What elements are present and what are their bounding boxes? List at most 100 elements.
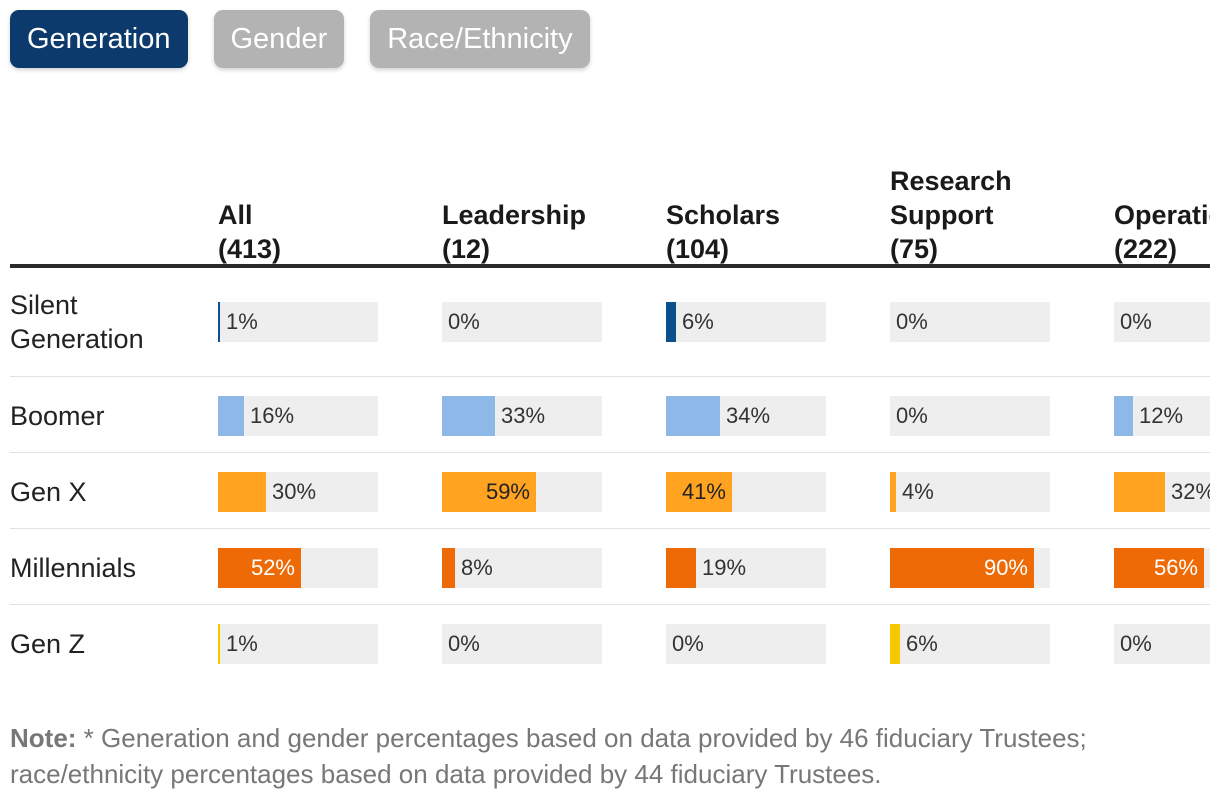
tab-generation[interactable]: Generation xyxy=(10,10,188,68)
column-header-name: All xyxy=(218,200,253,230)
row-label-silent-generation: Silent Generation xyxy=(10,290,144,354)
column-header-count: (413) xyxy=(218,234,282,264)
data-label: 32% xyxy=(1171,479,1210,504)
bar-track: 12% xyxy=(1114,396,1210,436)
bar-track: 0% xyxy=(890,396,1050,436)
row-label-millennials: Millennials xyxy=(10,553,137,583)
bar-boomer-all xyxy=(218,396,244,436)
column-header-name: Research Support xyxy=(890,166,1012,230)
data-label: 0% xyxy=(1120,631,1152,656)
column-header-name: Scholars xyxy=(666,200,781,230)
data-label: 0% xyxy=(896,403,928,428)
tab-gender[interactable]: Gender xyxy=(213,10,345,68)
data-label: 30% xyxy=(272,479,317,504)
bar-track: 16% xyxy=(218,396,378,436)
bar-silent-generation-all xyxy=(218,302,220,342)
data-label: 0% xyxy=(896,309,928,334)
row-label-gen-z: Gen Z xyxy=(10,629,86,659)
row-divider xyxy=(10,604,1210,605)
bar-gen-x-operations xyxy=(1114,472,1165,512)
data-label: 33% xyxy=(501,403,546,428)
row-label-gen-x: Gen X xyxy=(10,477,87,507)
data-label: 0% xyxy=(1120,309,1152,334)
bar-millennials-scholars xyxy=(666,548,696,588)
tab-race-ethnicity[interactable]: Race/Ethnicity xyxy=(370,10,590,68)
row-divider xyxy=(10,452,1210,453)
column-header-count: (104) xyxy=(666,234,730,264)
footnote: Note: * Generation and gender percentage… xyxy=(10,720,1210,792)
row-divider xyxy=(10,376,1210,377)
bar-millennials-leadership xyxy=(442,548,455,588)
bar-boomer-operations xyxy=(1114,396,1133,436)
bar-track: 1% xyxy=(218,624,378,664)
row-divider xyxy=(10,528,1210,529)
note-text: * Generation and gender percentages base… xyxy=(10,723,1087,789)
bar-track: 90% xyxy=(890,548,1050,588)
bar-gen-x-leadership xyxy=(442,472,536,512)
bar-track: 4% xyxy=(890,472,1050,512)
column-header-leadership: Leadership (12) xyxy=(442,198,662,266)
data-label: 0% xyxy=(448,631,480,656)
data-label: 0% xyxy=(672,631,704,656)
bar-track: 41% xyxy=(666,472,826,512)
generation-table: All (413) Leadership (12) Scholars (104) Resea… xyxy=(10,120,1210,680)
data-label: 34% xyxy=(726,403,771,428)
bar-gen-x-scholars xyxy=(666,472,732,512)
bar-boomer-leadership xyxy=(442,396,495,436)
bar-millennials-all xyxy=(218,548,301,588)
column-header-research-support: Research Support (75) xyxy=(890,164,1110,266)
data-label: 59% xyxy=(485,479,530,504)
bar-track: 19% xyxy=(666,548,826,588)
bar-track: 6% xyxy=(890,624,1050,664)
column-header-count: (75) xyxy=(890,234,939,264)
data-label: 6% xyxy=(906,631,938,656)
data-label: 1% xyxy=(226,631,258,656)
data-label: 12% xyxy=(1139,403,1184,428)
data-label: 6% xyxy=(682,309,714,334)
data-label: 16% xyxy=(250,403,295,428)
column-header-count: (222) xyxy=(1114,234,1178,264)
bar-track: 56% xyxy=(1114,548,1210,588)
bar-gen-x-research-support xyxy=(890,472,896,512)
bar-track: 32% xyxy=(1114,472,1210,512)
bar-millennials-research-support xyxy=(890,548,1034,588)
column-header-name: Leadership xyxy=(442,200,587,230)
bar-boomer-scholars xyxy=(666,396,720,436)
bar-track: 34% xyxy=(666,396,826,436)
bar-track: 30% xyxy=(218,472,378,512)
data-label: 1% xyxy=(226,309,258,334)
bar-track: 1% xyxy=(218,302,378,342)
bar-track: 0% xyxy=(890,302,1050,342)
data-label: 0% xyxy=(448,309,480,334)
data-label: 41% xyxy=(681,479,726,504)
bar-track: 59% xyxy=(442,472,602,512)
tab-bar: Generation Gender Race/Ethnicity xyxy=(10,10,590,68)
data-label: 4% xyxy=(902,479,934,504)
bar-gen-x-all xyxy=(218,472,266,512)
note-label: Note: xyxy=(10,723,77,753)
header-divider xyxy=(10,264,1210,268)
bar-silent-generation-scholars xyxy=(666,302,676,342)
bar-track: 33% xyxy=(442,396,602,436)
bar-track: 6% xyxy=(666,302,826,342)
bar-track: 52% xyxy=(218,548,378,588)
column-header-operations: Operations (222) xyxy=(1114,198,1210,266)
bar-track: 0% xyxy=(442,624,602,664)
column-header-name: Operations xyxy=(1114,200,1210,230)
column-header-all: All (413) xyxy=(218,198,438,266)
bar-track: 0% xyxy=(1114,302,1210,342)
bar-track: 0% xyxy=(1114,624,1210,664)
bar-track: 8% xyxy=(442,548,602,588)
data-label: 52% xyxy=(250,555,295,580)
bar-track: 0% xyxy=(666,624,826,664)
bar-track: 0% xyxy=(442,302,602,342)
bar-gen-z-all xyxy=(218,624,220,664)
bar-millennials-operations xyxy=(1114,548,1204,588)
data-label: 19% xyxy=(702,555,747,580)
row-label-boomer: Boomer xyxy=(10,401,105,431)
column-header-count: (12) xyxy=(442,234,491,264)
data-label: 8% xyxy=(461,555,493,580)
bar-gen-z-research-support xyxy=(890,624,900,664)
data-label: 56% xyxy=(1153,555,1198,580)
data-label: 90% xyxy=(983,555,1028,580)
